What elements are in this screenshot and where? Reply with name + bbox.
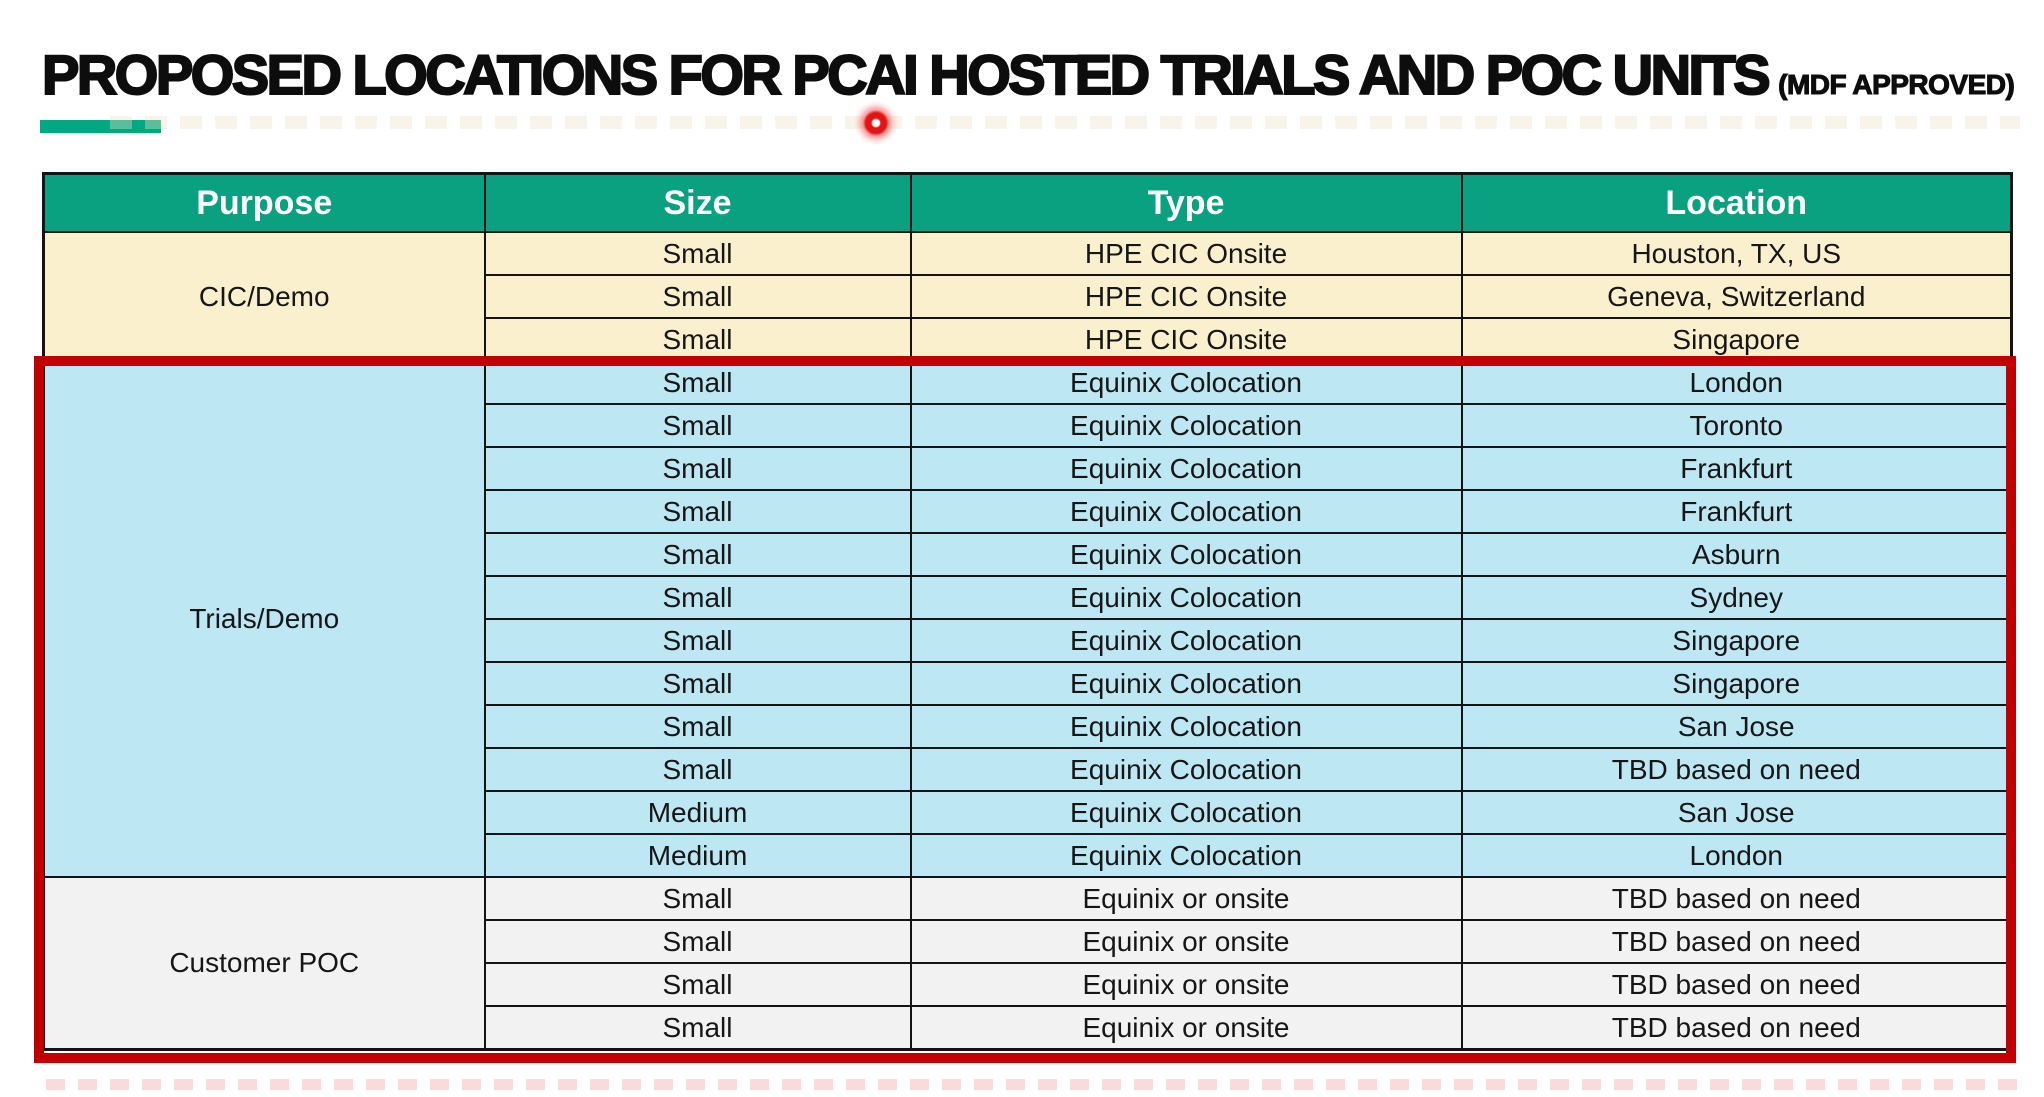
slide-title-text: PROPOSED LOCATIONS FOR PCAI HOSTED TRIAL… [41, 42, 1772, 107]
slide-title: PROPOSED LOCATIONS FOR PCAI HOSTED TRIAL… [41, 42, 2016, 107]
type-cell: Equinix Colocation [909, 403, 1463, 448]
type-cell: Equinix Colocation [909, 747, 1463, 792]
size-cell: Small [483, 747, 912, 792]
table-row: Small Equinix Colocation Asburn [44, 532, 2013, 577]
location-cell: Toronto [1460, 403, 2013, 448]
location-cell: Singapore [1460, 661, 2013, 706]
type-cell: HPE CIC Onsite [909, 231, 1463, 276]
type-cell: Equinix Colocation [909, 661, 1463, 706]
table-row: CIC/Demo Small HPE CIC Onsite Houston, TX, … [42, 231, 2013, 362]
location-cell: TBD based on need [1460, 747, 2013, 792]
size-cell: Medium [483, 790, 912, 835]
table-row: Small Equinix Colocation Sydney [44, 575, 2013, 620]
type-cell: Equinix Colocation [909, 618, 1463, 663]
type-cell: Equinix Colocation [909, 704, 1463, 749]
location-cell: Geneva, Switzerland [1460, 274, 2013, 319]
size-cell: Medium [483, 833, 912, 878]
faint-text-artifact-top [110, 116, 2020, 129]
size-cell: Small [483, 360, 912, 405]
table-header-row: Purpose Size Type Location [42, 172, 2013, 233]
column-header-location: Location [1460, 172, 2013, 233]
type-cell: Equinix Colocation [909, 575, 1463, 620]
column-header-type: Type [909, 172, 1463, 233]
table-body: CIC/Demo Small HPE CIC Onsite Houston, TX, … [42, 231, 2013, 1051]
table-row: Small Equinix Colocation Frankfurt [44, 489, 2013, 534]
location-cell: San Jose [1460, 704, 2013, 749]
table-row: Trials/Demo Small Equinix Colocation London [42, 360, 2013, 878]
type-cell: Equinix Colocation [909, 360, 1463, 405]
type-cell: Equinix Colocation [909, 489, 1463, 534]
column-header-purpose: Purpose [42, 172, 486, 233]
table-row: Small Equinix Colocation Singapore [44, 618, 2013, 663]
table-row: Small Equinix or onsite TBD based on need [44, 1005, 2013, 1051]
column-header-size: Size [483, 172, 912, 233]
size-cell: Small [483, 618, 912, 663]
table-row: Medium Equinix Colocation San Jose [44, 790, 2013, 835]
size-cell: Small [483, 876, 912, 921]
table-row: Customer POC Small Equinix or onsite TBD ba… [42, 876, 2013, 1051]
location-cell: San Jose [1460, 790, 2013, 835]
size-cell: Small [483, 489, 912, 534]
location-cell: Singapore [1460, 317, 2013, 362]
location-cell: Sydney [1460, 575, 2013, 620]
size-cell: Small [483, 704, 912, 749]
table-row: Small Equinix Colocation Toronto [44, 403, 2013, 448]
location-cell: London [1460, 360, 2013, 405]
table-row: Small Equinix Colocation San Jose [44, 704, 2013, 749]
size-cell: Small [483, 919, 912, 964]
size-cell: Small [483, 274, 912, 319]
location-cell: TBD based on need [1460, 962, 2013, 1007]
faint-text-artifact-bottom [46, 1079, 2021, 1090]
size-cell: Small [483, 962, 912, 1007]
type-cell: Equinix or onsite [909, 962, 1463, 1007]
type-cell: Equinix Colocation [909, 790, 1463, 835]
location-cell: TBD based on need [1460, 876, 2013, 921]
location-cell: Frankfurt [1460, 489, 2013, 534]
type-cell: HPE CIC Onsite [909, 317, 1463, 362]
table-row: Small Equinix Colocation TBD based on need [44, 747, 2013, 792]
location-cell: Houston, TX, US [1460, 231, 2013, 276]
type-cell: Equinix or onsite [909, 876, 1463, 921]
size-cell: Small [483, 403, 912, 448]
size-cell: Small [483, 1005, 912, 1051]
type-cell: Equinix Colocation [909, 833, 1463, 878]
size-cell: Small [483, 317, 912, 362]
size-cell: Small [483, 231, 912, 276]
location-cell: London [1460, 833, 2013, 878]
location-cell: TBD based on need [1460, 1005, 2013, 1051]
table-row: Small Equinix or onsite TBD based on need [44, 919, 2013, 964]
location-cell: Singapore [1460, 618, 2013, 663]
type-cell: Equinix Colocation [909, 532, 1463, 577]
size-cell: Small [483, 446, 912, 491]
type-cell: Equinix Colocation [909, 446, 1463, 491]
table-row: Small HPE CIC Onsite Geneva, Switzerland [44, 274, 2013, 319]
type-cell: HPE CIC Onsite [909, 274, 1463, 319]
table-row: Small Equinix Colocation Frankfurt [44, 446, 2013, 491]
purpose-cell: Customer POC [42, 876, 486, 1051]
type-cell: Equinix or onsite [909, 1005, 1463, 1051]
location-cell: TBD based on need [1460, 919, 2013, 964]
type-cell: Equinix or onsite [909, 919, 1463, 964]
table-row: Small Equinix Colocation Singapore [44, 661, 2013, 706]
locations-table: Purpose Size Type Location CIC/Demo Small… [42, 172, 2013, 1051]
size-cell: Small [483, 532, 912, 577]
size-cell: Small [483, 661, 912, 706]
location-cell: Frankfurt [1460, 446, 2013, 491]
table-row: Medium Equinix Colocation London [44, 833, 2013, 878]
location-cell: Asburn [1460, 532, 2013, 577]
table-row: Small Equinix or onsite TBD based on need [44, 962, 2013, 1007]
slide-title-qualifier: (MDF APPROVED) [1778, 68, 2016, 100]
title-underline-bar [40, 120, 161, 133]
size-cell: Small [483, 575, 912, 620]
purpose-cell: Trials/Demo [42, 360, 486, 878]
purpose-cell: CIC/Demo [42, 231, 486, 362]
